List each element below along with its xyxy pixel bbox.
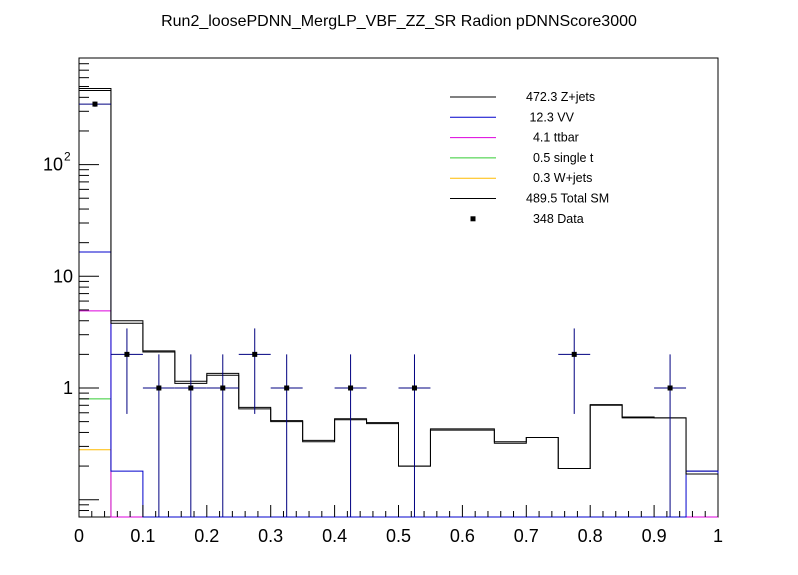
- legend-label: 0.5 single t: [526, 151, 594, 165]
- x-tick-label: 0: [74, 526, 84, 546]
- data-point: [156, 385, 162, 391]
- x-tick-label: 0.9: [642, 526, 667, 546]
- x-tick-label: 0.7: [514, 526, 539, 546]
- histogram-z-jets: [78, 90, 719, 517]
- legend-label: 472.3 Z+jets: [526, 90, 595, 104]
- data-point: [571, 351, 577, 357]
- histogram-vv: [78, 251, 719, 518]
- x-tick-label: 0.1: [130, 526, 155, 546]
- x-tick-label: 0.6: [450, 526, 475, 546]
- x-tick-label: 0.8: [578, 526, 603, 546]
- x-tick-label: 0.3: [258, 526, 283, 546]
- legend-label: 348 Data: [526, 212, 584, 226]
- data-point: [348, 385, 354, 391]
- x-tick-label: 0.4: [322, 526, 347, 546]
- legend-label: 4.1 ttbar: [526, 131, 579, 145]
- data-point: [188, 385, 194, 391]
- data-point: [667, 385, 673, 391]
- x-tick-label: 0.5: [386, 526, 411, 546]
- legend-marker: [470, 216, 476, 222]
- y-tick-label: 10: [43, 155, 63, 175]
- legend-label: 0.3 W+jets: [526, 171, 592, 185]
- x-tick-label: 0.2: [194, 526, 219, 546]
- legend: 472.3 Z+jets 12.3 VV 4.1 ttbar 0.5 singl…: [450, 90, 609, 226]
- data-point: [252, 351, 258, 357]
- chart-title: Run2_loosePDNN_MergLP_VBF_ZZ_SR Radion p…: [161, 13, 637, 30]
- legend-label: 489.5 Total SM: [526, 192, 609, 206]
- data-point: [92, 101, 98, 107]
- legend-label: 12.3 VV: [526, 110, 575, 124]
- data-point: [124, 351, 130, 357]
- data-point: [411, 385, 417, 391]
- y-tick-label: 1: [63, 378, 73, 398]
- data-point: [220, 385, 226, 391]
- data-point: [284, 385, 290, 391]
- y-tick-exponent: 2: [64, 150, 71, 164]
- x-tick-label: 1: [713, 526, 723, 546]
- y-tick-label: 10: [53, 266, 73, 286]
